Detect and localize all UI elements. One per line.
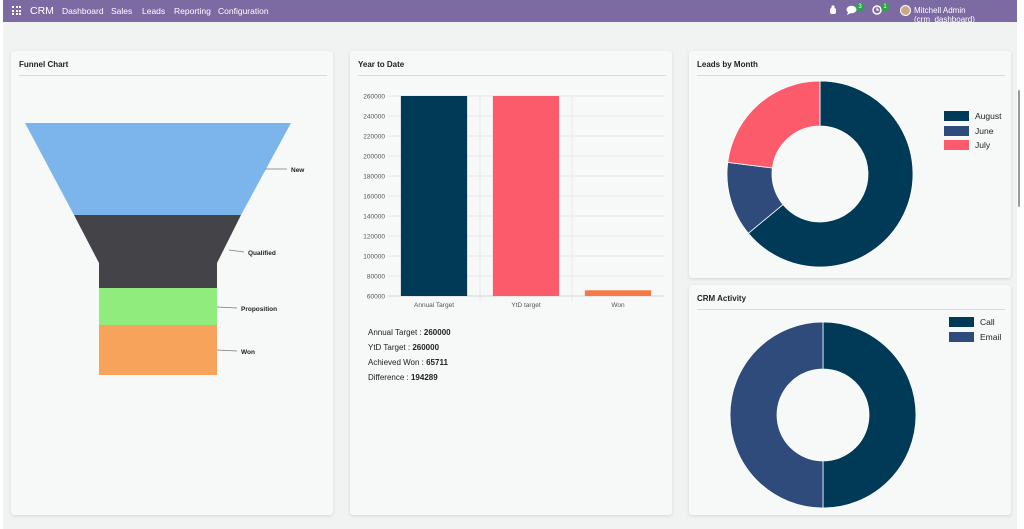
legend-label: Email — [980, 331, 1002, 342]
stat-difference: Difference : 194289 — [368, 373, 438, 382]
legend-label: August — [975, 111, 1002, 122]
y-tick-label: 200000 — [363, 154, 385, 161]
funnel-label-won: Won — [241, 349, 255, 356]
leads-by-month-card: Leads by Month August June July — [689, 51, 1011, 278]
crm-activity-title: CRM Activity — [697, 294, 747, 303]
chat-count-badge: 3 — [856, 3, 864, 11]
user-menu[interactable]: Mitchell Admin (crm_dashboard) — [914, 6, 975, 24]
y-tick-label: 60000 — [367, 294, 385, 301]
year-to-date-bar-chart: 60000 80000 100000 120000 140000 160000 180000… — [363, 94, 664, 309]
bar-annual-target[interactable] — [400, 96, 468, 296]
divider — [697, 309, 1005, 310]
y-tick-label: 180000 — [363, 174, 385, 181]
y-tick-label: 120000 — [363, 234, 385, 241]
menu-reporting[interactable]: Reporting — [174, 6, 211, 16]
legend-item-email[interactable]: Email — [949, 330, 1001, 345]
y-tick-label: 220000 — [363, 134, 385, 141]
legend-item-august[interactable]: August — [944, 109, 1001, 124]
funnel-chart-card: Funnel Chart New Qualified Proposition W… — [11, 51, 333, 515]
legend-item-july[interactable]: July — [944, 138, 1001, 153]
y-tick-label: 100000 — [363, 254, 385, 261]
leads-by-month-donut — [726, 80, 914, 268]
y-tick-label: 140000 — [363, 214, 385, 221]
legend-swatch — [949, 317, 974, 328]
legend-swatch — [944, 125, 969, 136]
year-to-date-card: Year to Date 60000 80000 100000 120000 14000… — [350, 51, 672, 515]
leads-by-month-legend: August June July — [944, 109, 1001, 153]
funnel-label-new: New — [291, 167, 305, 174]
crm-activity-card: CRM Activity Call Email — [689, 285, 1011, 515]
slice-july[interactable] — [727, 80, 821, 169]
menu-configuration[interactable]: Configuration — [218, 6, 269, 16]
funnel-segment-won[interactable] — [99, 325, 217, 375]
funnel-chart: New Qualified Proposition Won — [25, 123, 305, 375]
funnel-chart-title: Funnel Chart — [19, 60, 69, 69]
apps-grid-icon[interactable] — [12, 6, 21, 15]
menu-sales[interactable]: Sales — [111, 6, 133, 16]
top-navbar: CRM Dashboard Sales Leads Reporting Conf… — [3, 0, 1017, 24]
legend-label: Call — [980, 317, 995, 328]
stat-achieved-won: Achieved Won : 65711 — [368, 358, 448, 367]
funnel-label-qualified: Qualified — [248, 250, 276, 257]
crm-activity-donut — [729, 321, 917, 509]
legend-swatch — [944, 140, 969, 151]
y-tick-label: 80000 — [367, 274, 385, 281]
legend-item-call[interactable]: Call — [949, 315, 1001, 330]
y-tick-label: 240000 — [363, 114, 385, 121]
app-brand[interactable]: CRM — [30, 5, 54, 17]
divider — [19, 75, 327, 76]
bar-ytd-target[interactable] — [492, 96, 560, 296]
ytd-stats: Annual Target : 260000 YtD Target : 2600… — [368, 328, 451, 388]
bug-icon[interactable] — [829, 5, 837, 17]
dashboard-area: Funnel Chart New Qualified Proposition W… — [3, 22, 1020, 529]
slice-email[interactable] — [729, 321, 824, 509]
leads-by-month-title: Leads by Month — [697, 60, 758, 69]
year-to-date-title: Year to Date — [358, 60, 405, 69]
x-tick-label: Won — [611, 302, 625, 309]
divider — [358, 75, 666, 76]
funnel-segment-qualified[interactable] — [74, 215, 241, 288]
menu-dashboard[interactable]: Dashboard — [62, 6, 104, 16]
x-tick-label: YtD target — [511, 302, 540, 309]
x-tick-label: Annual Target — [414, 302, 454, 309]
stat-ytd-target: YtD Target : 260000 — [368, 343, 440, 352]
chat-icon[interactable] — [846, 5, 857, 17]
activity-clock-icon[interactable] — [872, 5, 882, 17]
legend-swatch — [949, 331, 974, 342]
funnel-label-proposition: Proposition — [241, 306, 277, 313]
legend-swatch — [944, 111, 969, 122]
legend-item-june[interactable]: June — [944, 124, 1001, 139]
slice-call[interactable] — [822, 321, 917, 509]
divider — [697, 75, 1005, 76]
scrollbar[interactable] — [1018, 90, 1020, 207]
stat-annual-target: Annual Target : 260000 — [368, 328, 451, 337]
user-avatar[interactable] — [900, 5, 911, 16]
legend-label: July — [975, 140, 991, 151]
legend-label: June — [975, 125, 994, 136]
funnel-segment-new[interactable] — [25, 123, 291, 215]
y-tick-label: 160000 — [363, 194, 385, 201]
menu-leads[interactable]: Leads — [142, 6, 166, 16]
funnel-segment-proposition[interactable] — [99, 288, 217, 325]
slice-august[interactable] — [747, 80, 914, 268]
y-tick-label: 260000 — [363, 94, 385, 101]
bar-won[interactable] — [584, 290, 652, 296]
crm-activity-legend: Call Email — [949, 315, 1001, 344]
activity-count-badge: 1 — [881, 3, 889, 11]
